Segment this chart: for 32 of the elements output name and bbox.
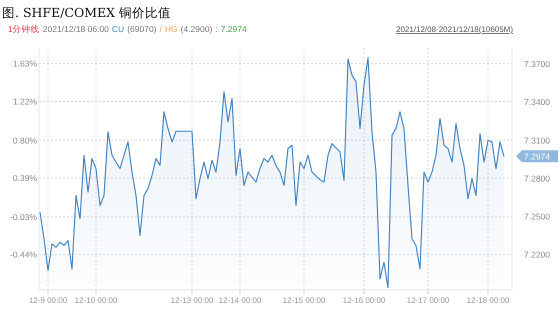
x-tick-label: 12-15 00:00 [282, 296, 326, 305]
x-tick-label: 12-9 00:00 [28, 296, 68, 305]
x-tick-label: 12-16 00:00 [342, 296, 386, 305]
y2-tick-label: 7.3700 [524, 59, 550, 70]
y-tick-label: -0.44% [10, 250, 38, 260]
x-tick-label: 12-14 00:00 [218, 296, 262, 305]
y2-tick-label: 7.2200 [524, 250, 550, 260]
y-tick-label: 0.80% [12, 135, 38, 146]
y2-tick-label: 7.2800 [524, 173, 550, 184]
text: 1分钟线 [8, 24, 40, 34]
y-tick-label: -0.03% [10, 212, 38, 222]
text: CU [112, 24, 124, 34]
chart-title: 图. SHFE/COMEX 铜价比值 [2, 5, 172, 20]
x-tick-label: 12-18 00:00 [466, 296, 510, 305]
text: 2021/12/18 06:00 [42, 24, 110, 34]
y-tick-label: 0.39% [12, 173, 38, 184]
y2-tick-label: 7.3100 [524, 135, 550, 146]
x-tick-label: 12-10 00:00 [74, 296, 118, 305]
x-tick-label: 12-17 00:00 [406, 296, 450, 305]
y-tick-label: 1.22% [12, 96, 38, 107]
text: 7.2974 [220, 24, 247, 34]
text: (4.2900) [180, 24, 212, 34]
text: : [215, 24, 218, 34]
y2-tick-label: 7.2500 [524, 212, 550, 222]
text: (69070) [127, 24, 157, 34]
text: 2021/12/08-2021/12/18(10605M) [396, 25, 514, 34]
text: HG [164, 24, 178, 34]
y-tick-label: 1.63% [12, 58, 38, 69]
x-tick-label: 12-13 00:00 [170, 296, 214, 305]
text: / [160, 24, 163, 34]
text: 7.2974 [524, 151, 550, 162]
y2-tick-label: 7.3400 [524, 97, 550, 108]
